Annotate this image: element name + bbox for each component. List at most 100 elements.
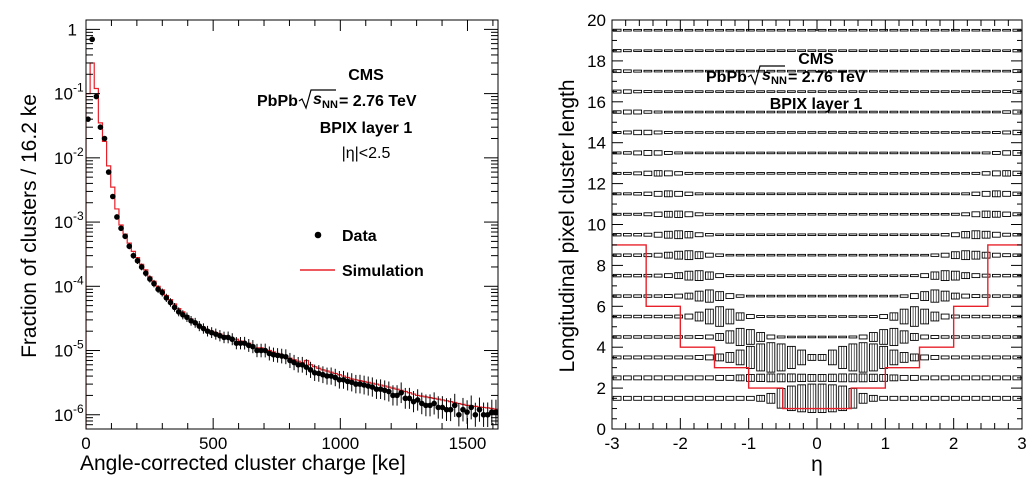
cluster-length-box xyxy=(623,28,632,32)
cluster-length-box xyxy=(725,374,735,381)
cluster-length-box xyxy=(797,28,807,32)
cluster-length-box xyxy=(930,110,940,114)
cluster-length-box xyxy=(674,90,684,93)
y-tick-label: 10 xyxy=(54,213,73,232)
cluster-length-box xyxy=(899,274,909,277)
cluster-length-box xyxy=(848,110,858,114)
cluster-length-box xyxy=(971,395,981,401)
cluster-length-box xyxy=(838,213,848,216)
cluster-length-box xyxy=(694,49,704,52)
cluster-length-box xyxy=(910,151,919,155)
cluster-length-box xyxy=(940,49,950,52)
cluster-length-box xyxy=(705,289,714,303)
cluster-length-box xyxy=(694,28,704,32)
cluster-length-box xyxy=(807,110,817,114)
left-annotation-eta-cut: |η|<2.5 xyxy=(342,145,391,162)
cluster-length-box xyxy=(787,345,796,369)
data-point xyxy=(109,193,116,200)
data-point xyxy=(332,374,339,381)
cluster-length-box xyxy=(869,110,878,114)
cluster-length-box xyxy=(735,213,745,216)
cluster-length-box xyxy=(828,253,837,257)
cluster-length-box xyxy=(787,253,796,257)
cluster-length-box xyxy=(787,192,796,196)
cluster-length-box xyxy=(715,253,725,257)
cluster-length-box xyxy=(633,395,643,401)
legend-simulation-label: Simulation xyxy=(342,263,424,280)
cluster-length-box xyxy=(725,131,735,134)
cluster-length-box xyxy=(746,253,755,257)
cluster-length-box xyxy=(838,345,848,369)
cluster-length-box xyxy=(858,392,868,404)
cluster-length-box xyxy=(848,213,858,216)
right-sqrt-sign xyxy=(747,65,785,86)
cluster-length-box xyxy=(940,213,950,216)
cluster-length-box xyxy=(705,172,714,175)
cluster-length-box xyxy=(992,294,1001,298)
cluster-length-box xyxy=(725,330,735,344)
cluster-length-box xyxy=(756,110,766,114)
cluster-length-box xyxy=(735,192,745,196)
cluster-length-box xyxy=(684,211,694,218)
cluster-length-box xyxy=(992,375,1001,381)
cluster-length-box xyxy=(1002,130,1012,135)
cluster-length-box xyxy=(766,28,776,32)
cluster-length-box xyxy=(930,395,940,401)
cluster-length-box xyxy=(848,233,858,236)
cluster-length-box xyxy=(858,315,868,318)
data-point xyxy=(336,377,343,383)
cluster-length-box xyxy=(766,315,776,318)
data-point xyxy=(237,340,244,347)
cluster-length-box xyxy=(684,191,694,196)
length-tick-label: 4 xyxy=(597,338,606,357)
cluster-length-box xyxy=(797,373,807,383)
cluster-length-box xyxy=(971,211,981,218)
data-point xyxy=(229,336,236,343)
cluster-length-box xyxy=(735,294,745,298)
cluster-length-box xyxy=(817,233,827,236)
cluster-length-box xyxy=(879,314,889,319)
cluster-length-box xyxy=(725,253,735,257)
cluster-length-box xyxy=(705,271,714,280)
eta-tick-label: -3 xyxy=(604,434,619,453)
cluster-length-box xyxy=(992,355,1001,360)
cluster-length-box xyxy=(633,109,643,115)
cluster-length-box xyxy=(899,69,909,73)
cluster-length-box xyxy=(643,335,653,339)
cluster-length-box xyxy=(787,172,796,175)
data-point xyxy=(311,369,318,376)
cluster-length-box xyxy=(992,170,1001,177)
cluster-length-box xyxy=(961,151,971,155)
length-tick-label: 2 xyxy=(597,379,606,398)
left-sqrt-sign xyxy=(298,89,336,110)
cluster-length-box xyxy=(858,213,868,216)
cluster-length-box xyxy=(623,69,632,73)
cluster-length-box xyxy=(674,49,684,52)
data-point xyxy=(476,406,483,413)
data-point xyxy=(262,347,269,354)
cluster-length-box xyxy=(889,151,899,155)
cluster-length-box xyxy=(664,210,673,218)
cluster-length-box xyxy=(643,355,653,360)
cluster-length-box xyxy=(797,384,807,413)
cluster-length-box xyxy=(694,395,704,401)
cluster-length-box xyxy=(940,395,950,401)
cluster-length-box xyxy=(817,253,827,257)
cluster-length-box xyxy=(940,69,950,73)
cluster-length-box xyxy=(961,293,971,299)
cluster-length-box xyxy=(930,271,940,280)
cluster-length-box xyxy=(725,308,735,325)
cluster-length-box xyxy=(705,90,714,93)
cluster-length-box xyxy=(776,233,786,236)
cluster-length-box xyxy=(766,334,776,340)
cluster-length-box xyxy=(643,150,653,156)
data-point xyxy=(456,411,462,418)
cluster-length-box xyxy=(920,131,930,134)
cluster-length-box xyxy=(879,345,889,369)
cluster-length-box xyxy=(715,192,725,196)
cluster-length-box xyxy=(899,90,909,93)
length-tick-label: 14 xyxy=(587,134,606,153)
cluster-length-box xyxy=(653,231,663,238)
cluster-length-box xyxy=(735,349,745,366)
